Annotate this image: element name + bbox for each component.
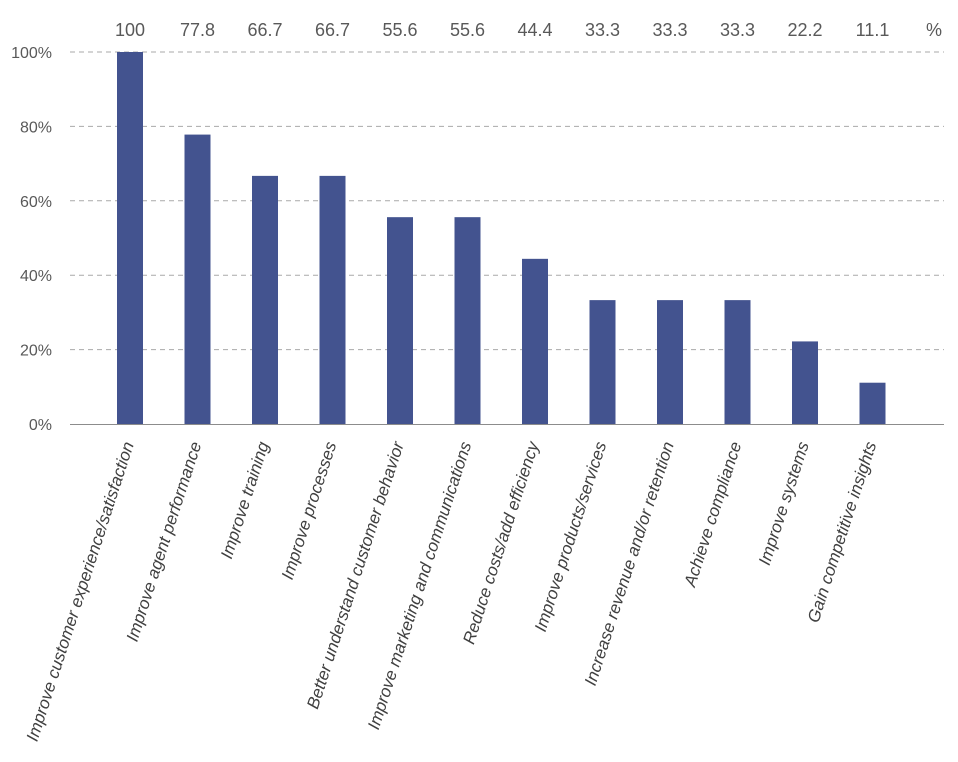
bar — [657, 300, 683, 424]
gridlines — [70, 51, 944, 351]
bar-value-label: 100 — [115, 20, 145, 40]
category-labels: Improve customer experience/satisfaction… — [23, 438, 881, 744]
value-labels: 100 77.8 66.7 66.7 55.6 55.6 44.4 33.3 33.3 33.3 2… — [115, 20, 889, 40]
y-tick-label: 100% — [11, 45, 52, 62]
bar — [319, 175, 346, 424]
y-tick-label: 20% — [20, 343, 52, 360]
bar-value-label: 33.3 — [585, 20, 620, 40]
bar — [454, 217, 481, 424]
bar — [792, 341, 818, 424]
bar — [117, 52, 143, 424]
bar — [724, 300, 751, 424]
bar-value-label: 66.7 — [315, 20, 350, 40]
y-tick-label: 40% — [20, 268, 52, 285]
y-tick-label: 80% — [20, 119, 52, 136]
bar-value-label: 33.3 — [652, 20, 687, 40]
bar-value-label: 55.6 — [450, 20, 485, 40]
y-axis-tick-labels: 0% 20% 40% 60% 80% 100% — [11, 45, 52, 434]
bars — [117, 52, 886, 425]
category-label: Gain competitive insights — [804, 439, 881, 625]
category-label: Achieve compliance — [680, 439, 745, 590]
category-label: Improve customer experience/satisfaction — [23, 439, 138, 743]
category-label: Improve training — [217, 439, 273, 561]
bar-value-label: 55.6 — [382, 20, 417, 40]
bar-value-label: 33.3 — [720, 20, 755, 40]
bar-value-label: 11.1 — [856, 20, 890, 40]
bar — [859, 382, 886, 424]
value-unit-label: % — [926, 20, 942, 40]
category-label: Improve systems — [755, 439, 813, 568]
bar-value-label: 44.4 — [517, 20, 552, 40]
bar-value-label: 66.7 — [247, 20, 282, 40]
category-label: Reduce costs/add efficiency — [459, 438, 543, 647]
bar-value-label: 77.8 — [180, 20, 215, 40]
bar — [387, 217, 413, 424]
bar-value-label: 22.2 — [787, 20, 822, 40]
category-label: Improve processes — [278, 439, 341, 582]
category-label: Improve products/services — [531, 439, 611, 634]
bar — [589, 300, 616, 424]
category-label: Improve agent performance — [123, 439, 206, 643]
y-tick-label: 60% — [20, 194, 52, 211]
bar — [522, 258, 548, 424]
bar — [184, 134, 211, 425]
bar — [252, 175, 278, 424]
y-tick-label: 0% — [29, 417, 52, 434]
